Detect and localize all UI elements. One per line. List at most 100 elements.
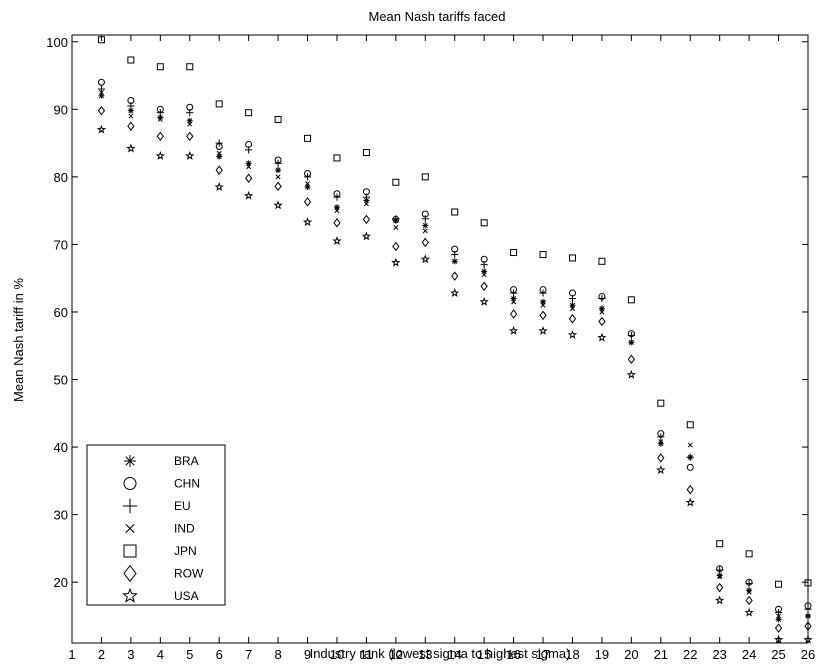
- point-jpn: [716, 540, 724, 548]
- point-eu: [627, 332, 635, 340]
- x-tick-label: 16: [506, 647, 520, 662]
- point-row: [303, 197, 312, 207]
- point-bra: [569, 302, 576, 309]
- point-eu: [303, 173, 312, 181]
- point-usa: [273, 200, 283, 210]
- point-row: [627, 354, 635, 364]
- point-jpn: [598, 257, 606, 265]
- point-jpn: [245, 109, 253, 117]
- point-ind: [216, 150, 222, 156]
- point-eu: [716, 566, 724, 574]
- point-eu: [421, 215, 429, 223]
- chart-title: Mean Nash tariffs faced: [368, 9, 505, 24]
- point-jpn: [274, 115, 282, 123]
- point-row: [245, 173, 253, 183]
- point-usa: [155, 151, 165, 160]
- point-ind: [128, 113, 134, 119]
- x-tick-label: 8: [274, 647, 281, 662]
- point-row: [97, 105, 106, 116]
- legend-label-bra: BRA: [174, 454, 199, 468]
- y-tick-label: 80: [54, 170, 68, 185]
- point-ind: [246, 164, 252, 170]
- point-ind: [511, 299, 517, 305]
- point-bra: [540, 298, 547, 305]
- point-ind: [481, 272, 487, 278]
- point-eu: [392, 215, 400, 223]
- point-jpn: [480, 219, 488, 227]
- y-tick-label: 30: [54, 508, 68, 523]
- point-bra: [422, 222, 429, 229]
- point-usa: [597, 332, 607, 342]
- point-ind: [422, 228, 428, 234]
- y-tick-label: 20: [54, 575, 68, 590]
- x-tick-label: 12: [389, 647, 403, 662]
- point-eu: [156, 109, 164, 117]
- point-ind: [393, 225, 399, 231]
- point-jpn: [804, 579, 812, 587]
- point-chn: [97, 78, 105, 86]
- x-tick-label: 23: [712, 647, 726, 662]
- x-tick-label: 5: [186, 647, 193, 662]
- point-ind: [452, 258, 458, 264]
- point-row: [333, 218, 341, 228]
- point-usa: [656, 465, 666, 475]
- x-tick-label: 1: [68, 647, 75, 662]
- x-tick-label: 7: [245, 647, 252, 662]
- point-row: [774, 623, 783, 633]
- point-ind: [187, 121, 193, 127]
- point-ind: [540, 302, 546, 308]
- point-bra: [304, 184, 311, 190]
- x-tick-label: 15: [477, 647, 491, 662]
- x-tick-label: 4: [157, 647, 164, 662]
- x-tick-label: 14: [447, 647, 461, 662]
- x-tick-label: 19: [595, 647, 609, 662]
- point-eu: [657, 433, 665, 441]
- point-usa: [96, 124, 107, 134]
- point-ind: [658, 439, 664, 445]
- point-eu: [333, 193, 341, 201]
- x-axis-label: Industry rank (lowest sigma to highest s…: [310, 646, 571, 661]
- point-usa: [391, 257, 401, 267]
- y-axis: 20 30 40 50 60 70 80 90 100: [46, 35, 808, 590]
- legend-marker-row: [123, 564, 137, 583]
- point-ind: [628, 339, 634, 345]
- point-jpn: [304, 134, 312, 142]
- x-tick-label: 13: [418, 647, 432, 662]
- point-ind: [275, 174, 281, 180]
- point-row: [215, 165, 223, 175]
- point-usa: [450, 288, 460, 298]
- point-chn: [686, 463, 694, 471]
- legend-marker-usa: [122, 587, 138, 603]
- point-jpn: [451, 208, 459, 216]
- point-usa: [361, 231, 372, 241]
- point-jpn: [421, 173, 429, 181]
- y-axis-label: Mean Nash tariff in %: [11, 278, 26, 402]
- point-row: [539, 310, 547, 321]
- point-row: [568, 314, 577, 324]
- point-ind: [599, 309, 605, 315]
- point-eu: [774, 609, 783, 617]
- point-row: [686, 484, 694, 495]
- point-jpn: [127, 56, 135, 64]
- point-row: [421, 237, 429, 248]
- legend-marker-ind: [125, 523, 135, 534]
- point-jpn: [568, 254, 576, 262]
- point-eu: [480, 261, 488, 269]
- point-bra: [275, 167, 282, 174]
- point-eu: [451, 250, 459, 259]
- y-tick-label: 40: [54, 440, 68, 455]
- point-bra: [186, 117, 193, 124]
- point-jpn: [97, 36, 105, 44]
- point-ind: [805, 613, 811, 619]
- point-row: [598, 316, 606, 327]
- point-usa: [126, 143, 136, 153]
- point-row: [804, 621, 812, 631]
- legend-label-usa: USA: [174, 589, 199, 603]
- point-eu: [539, 289, 547, 297]
- point-eu: [510, 289, 518, 297]
- point-eu: [215, 139, 223, 147]
- point-jpn: [657, 399, 665, 407]
- x-tick-label: 21: [654, 647, 668, 662]
- point-usa: [803, 634, 813, 644]
